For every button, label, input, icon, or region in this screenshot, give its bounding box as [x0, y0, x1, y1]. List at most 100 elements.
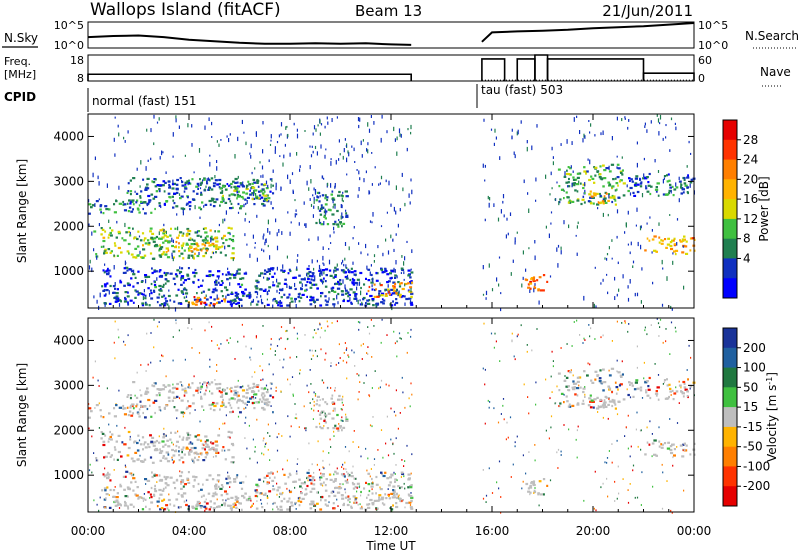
power-echo-cell: [170, 227, 172, 230]
power-noise-cell: [187, 303, 189, 308]
velocity-echo-cell: [682, 395, 685, 398]
velocity-noise-cell: [616, 320, 618, 323]
power-noise-cell: [196, 230, 199, 234]
power-echo-cell: [126, 269, 129, 272]
velocity-noise-cell: [352, 465, 354, 468]
power-noise-cell: [583, 295, 585, 301]
power-noise-cell: [552, 156, 554, 159]
velocity-echo-cell: [182, 492, 187, 495]
x-tick-label: 08:00: [273, 524, 308, 538]
power-echo-cell: [655, 186, 658, 189]
velocity-noise-cell: [522, 480, 524, 483]
velocity-noise-cell: [663, 381, 665, 384]
power-noise-cell: [338, 158, 340, 161]
power-noise-cell: [312, 214, 314, 218]
velocity-echo-cell: [158, 392, 161, 395]
velocity-echo-cell: [283, 497, 286, 500]
velocity-echo-cell: [169, 503, 172, 506]
velocity-echo-cell: [127, 495, 129, 498]
power-echo-cell: [660, 239, 662, 242]
velocity-echo-cell: [584, 395, 586, 398]
power-echo-cell: [245, 184, 249, 187]
power-echo-cell: [185, 234, 189, 237]
power-echo-cell: [124, 296, 126, 300]
power-noise-cell: [244, 233, 246, 237]
velocity-noise-cell: [568, 428, 570, 431]
power-echo-cell: [204, 227, 207, 230]
station-title: Wallops Island (fitACF): [90, 0, 281, 20]
velocity-echo-cell: [224, 504, 226, 507]
power-echo-cell: [214, 279, 218, 282]
velocity-echo-cell: [132, 412, 134, 415]
power-echo-cell: [557, 168, 561, 171]
power-echo-cell: [103, 250, 107, 253]
velocity-echo-cell: [194, 476, 198, 479]
velocity-noise-cell: [153, 346, 155, 349]
power-noise-cell: [411, 189, 413, 195]
power-echo-cell: [215, 246, 218, 249]
power-echo-cell: [144, 274, 148, 277]
velocity-noise-cell: [683, 489, 685, 492]
power-noise-cell: [344, 138, 346, 141]
velocity-noise-cell: [589, 335, 591, 338]
velocity-noise-cell: [317, 328, 319, 331]
power-noise-cell: [319, 119, 321, 124]
velocity-noise-cell: [669, 353, 671, 355]
power-noise-cell: [139, 185, 141, 188]
power-noise-cell: [669, 214, 671, 216]
velocity-echo-cell: [304, 493, 307, 496]
power-echo-cell: [394, 276, 397, 279]
power-echo-cell: [169, 185, 171, 188]
velocity-noise-cell: [500, 511, 502, 514]
power-echo-cell: [612, 178, 615, 181]
velocity-echo-cell: [567, 405, 570, 408]
velocity-echo-cell: [156, 500, 160, 503]
velocity-noise-cell: [295, 508, 297, 510]
velocity-echo-cell: [263, 401, 268, 404]
velocity-echo-cell: [118, 503, 122, 506]
velocity-echo-cell: [399, 486, 401, 490]
power-echo-cell: [343, 271, 347, 274]
velocity-echo-cell: [150, 496, 153, 499]
freq-strip: Freq. [MHz] 18 8 60 0 Nave: [4, 54, 791, 87]
velocity-echo-cell: [317, 491, 319, 494]
velocity-noise-cell: [319, 476, 321, 479]
power-echo-cell: [200, 191, 203, 194]
velocity-noise-cell: [249, 356, 251, 359]
power-echo-cell: [236, 181, 239, 184]
velocity-echo-cell: [129, 406, 132, 409]
power-echo-cell: [164, 274, 168, 277]
velocity-echo-cell: [257, 389, 260, 392]
velocity-noise-cell: [627, 330, 629, 333]
power-echo-cell: [187, 229, 189, 232]
velocity-noise-cell: [317, 440, 319, 443]
velocity-noise-cell: [617, 465, 619, 468]
velocity-echo-cell: [151, 471, 153, 474]
power-echo-cell: [384, 289, 387, 292]
power-echo-cell: [215, 251, 217, 254]
velocity-echo-cell: [114, 500, 118, 503]
velocity-noise-cell: [140, 364, 142, 366]
power-noise-cell: [334, 183, 336, 188]
velocity-echo-cell: [179, 381, 182, 384]
power-noise-cell: [118, 132, 120, 137]
velocity-noise-cell: [185, 499, 188, 502]
velocity-echo-cell: [206, 443, 209, 446]
power-echo-cell: [197, 278, 200, 282]
velocity-echo-cell: [213, 404, 217, 408]
velocity-echo-cell: [269, 476, 271, 479]
power-echo-cell: [224, 188, 228, 191]
power-echo-cell: [685, 252, 689, 255]
velocity-echo-cell: [572, 386, 575, 389]
velocity-noise-cell: [640, 448, 642, 451]
velocity-echo-cell: [646, 380, 649, 383]
velocity-echo-cell: [332, 502, 335, 505]
power-echo-cell: [693, 249, 696, 252]
velocity-echo-cell: [135, 396, 139, 399]
power-noise-cell: [323, 221, 325, 226]
power-noise-cell: [587, 158, 589, 161]
power-echo-cell: [114, 296, 118, 299]
power-echo-cell: [315, 199, 318, 202]
velocity-noise-cell: [323, 414, 325, 417]
velocity-echo-cell: [381, 472, 383, 476]
